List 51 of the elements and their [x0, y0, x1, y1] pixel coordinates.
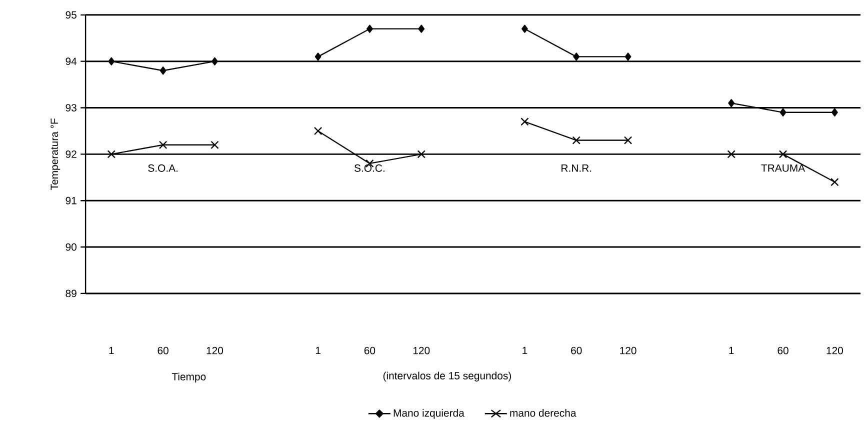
annotation: R.N.R. — [562, 164, 592, 172]
point — [418, 24, 425, 34]
y-tick-label: 95 — [66, 11, 76, 19]
x-tick-label: 60 — [364, 347, 376, 354]
x-tick-label: 120 — [826, 347, 843, 354]
y-tick-label: 90 — [66, 243, 76, 251]
annotation: S.O.C. — [354, 164, 384, 172]
x-axis-title: Tiempo — [172, 372, 206, 383]
text: (intervalos de 15 segundos) — [383, 372, 511, 382]
y-tick-label: 94 — [66, 58, 77, 66]
x-tick-label: 60 — [778, 347, 788, 354]
point — [417, 150, 426, 158]
point — [573, 52, 580, 61]
point — [366, 24, 373, 34]
point — [521, 24, 528, 34]
x-tick-label: 1 — [522, 347, 528, 354]
point — [314, 52, 322, 61]
y-tick-label: 89 — [66, 290, 76, 298]
point — [727, 150, 736, 158]
legend-label: mano derecha — [510, 409, 576, 417]
point — [728, 99, 735, 108]
x-tick-label: 120 — [413, 347, 430, 354]
x-tick-label: 60 — [158, 347, 168, 354]
point — [210, 140, 219, 150]
annotation: TRAUMA — [761, 164, 806, 172]
point — [831, 108, 838, 117]
point — [778, 150, 788, 158]
x-tick-label: 60 — [571, 347, 582, 354]
y-tick-label: 92 — [66, 150, 76, 158]
point — [160, 66, 166, 75]
annotation: S.O.A. — [148, 164, 178, 172]
x-tick-label: 1 — [109, 347, 114, 354]
x-tick-label: 1 — [316, 347, 320, 354]
x-tick-label: 120 — [206, 347, 224, 354]
point — [830, 178, 839, 186]
point — [107, 150, 116, 158]
point — [624, 52, 632, 61]
point — [212, 57, 218, 66]
y-tick-label: 93 — [66, 104, 76, 112]
legend-label: Mano izquierda — [394, 409, 464, 419]
point — [572, 136, 580, 145]
point — [314, 127, 322, 136]
point — [158, 140, 168, 150]
x-tick-label: 120 — [620, 347, 636, 354]
point — [624, 136, 632, 145]
x-tick-label: 1 — [729, 347, 734, 354]
point — [108, 57, 115, 66]
point — [520, 118, 529, 126]
y-axis-title: Temperatura °F — [50, 118, 60, 190]
y-tick-label: 91 — [66, 197, 76, 204]
point — [780, 108, 786, 117]
